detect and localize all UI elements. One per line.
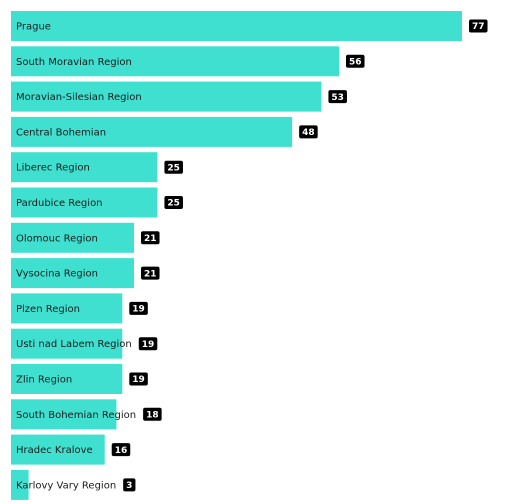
- bar: [11, 46, 339, 77]
- value-badge: [129, 301, 148, 315]
- bar-value-label: 77: [472, 22, 485, 32]
- value-badge: [123, 478, 136, 492]
- bar-value-label: 25: [167, 199, 180, 209]
- bar-value-label: 19: [142, 340, 155, 350]
- bar: [11, 222, 134, 253]
- bar-value-label: 3: [126, 481, 132, 491]
- bar: [11, 152, 158, 183]
- bar-row: Prague 77: [11, 11, 488, 41]
- bar-category-label: Hradec Kralove: [16, 445, 93, 456]
- bar-row: Pardubice Region 25: [11, 187, 183, 218]
- bar: [11, 469, 29, 500]
- value-badge: [346, 54, 365, 68]
- bar-category-label: Usti nad Labem Region: [16, 339, 132, 350]
- bar-row: Karlovy Vary Region 3: [11, 469, 136, 500]
- bar-row: Usti nad Labem Region 19: [11, 328, 158, 359]
- bar: [11, 258, 134, 289]
- bar-row: Liberec Region 25: [11, 152, 183, 183]
- bar-row: Vysocina Region 21: [11, 258, 160, 289]
- bar: [11, 328, 123, 359]
- bar: [11, 187, 158, 218]
- value-badge: [164, 196, 183, 209]
- value-badge: [469, 19, 488, 33]
- bar-row: Hradec Kralove 16: [11, 434, 131, 465]
- bar-value-label: 18: [146, 411, 159, 421]
- bar-category-label: Vysocina Region: [16, 269, 98, 280]
- bar-value-label: 53: [331, 93, 344, 103]
- bar-value-label: 25: [167, 163, 180, 173]
- bars-layer: Prague 77 South Moravian Region 56 Moravian-…: [11, 11, 488, 500]
- bar-value-label: 21: [144, 234, 157, 244]
- value-badge: [299, 125, 318, 139]
- value-badge: [141, 231, 160, 245]
- bar-category-label: Karlovy Vary Region: [16, 480, 116, 491]
- bar: [11, 11, 462, 41]
- bar-row: Moravian-Silesian Region 53: [11, 81, 347, 112]
- bar-value-label: 48: [302, 128, 315, 138]
- bar-row: Central Bohemian 48: [11, 116, 318, 147]
- bar: [11, 364, 123, 394]
- bar: [11, 293, 123, 324]
- bar-row: Plzen Region 19: [11, 293, 148, 324]
- bar: [11, 434, 105, 465]
- bar-row: South Moravian Region 56: [11, 46, 365, 77]
- value-badge: [141, 266, 160, 280]
- bar-category-label: Liberec Region: [16, 163, 90, 174]
- bar: [11, 81, 322, 112]
- bar-category-label: Central Bohemian: [16, 127, 106, 138]
- bar-value-label: 19: [132, 375, 145, 385]
- bar: [11, 399, 117, 430]
- value-badge: [164, 160, 183, 174]
- bar-value-label: 16: [115, 446, 128, 456]
- value-badge: [138, 337, 158, 351]
- value-badge: [111, 443, 131, 457]
- bar-value-label: 21: [144, 269, 157, 279]
- bar-row: South Bohemian Region 18: [11, 399, 162, 430]
- bar-category-label: Prague: [16, 22, 51, 33]
- value-badge: [143, 407, 162, 421]
- bar-value-label: 19: [132, 305, 145, 315]
- bar-value-label: 56: [349, 58, 362, 68]
- bar-category-label: South Bohemian Region: [16, 410, 136, 421]
- bar-category-label: Moravian-Silesian Region: [16, 92, 142, 103]
- bar-category-label: Plzen Region: [16, 304, 80, 315]
- bar: [11, 116, 293, 147]
- bar-category-label: Pardubice Region: [16, 198, 103, 209]
- bar-category-label: Zlin Region: [16, 375, 72, 386]
- bar-category-label: Olomouc Region: [16, 233, 98, 244]
- value-badge: [129, 372, 148, 386]
- bar-row: Olomouc Region 21: [11, 222, 160, 253]
- value-badge: [328, 90, 347, 104]
- bar-row: Zlin Region 19: [11, 364, 148, 394]
- bar-category-label: South Moravian Region: [16, 57, 132, 68]
